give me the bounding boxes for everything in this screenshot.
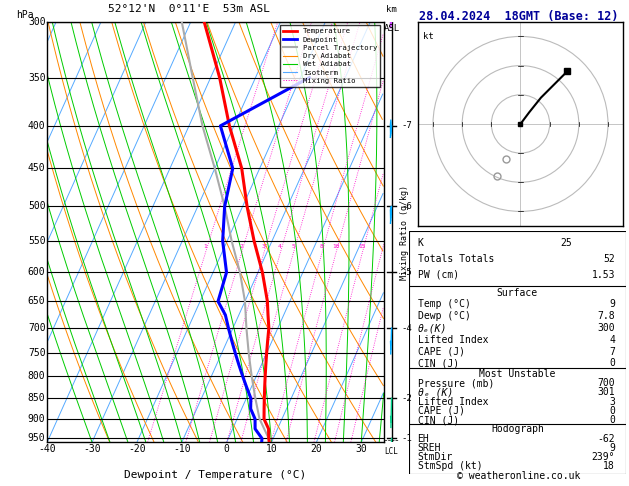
Text: -10: -10 bbox=[173, 444, 191, 454]
Text: 600: 600 bbox=[28, 267, 45, 278]
Text: K: K bbox=[418, 238, 423, 248]
Text: 750: 750 bbox=[28, 348, 45, 358]
Text: 52°12'N  0°11'E  53m ASL: 52°12'N 0°11'E 53m ASL bbox=[108, 4, 269, 14]
Text: Dewpoint / Temperature (°C): Dewpoint / Temperature (°C) bbox=[125, 469, 306, 480]
Text: CAPE (J): CAPE (J) bbox=[418, 406, 465, 416]
Text: Temp (°C): Temp (°C) bbox=[418, 299, 470, 310]
Text: Totals Totals: Totals Totals bbox=[418, 254, 494, 264]
Text: 7.8: 7.8 bbox=[598, 311, 615, 321]
Text: 20: 20 bbox=[311, 444, 322, 454]
Text: 5: 5 bbox=[291, 244, 295, 249]
Text: 350: 350 bbox=[28, 72, 45, 83]
Text: Most Unstable: Most Unstable bbox=[479, 369, 555, 379]
Text: 15: 15 bbox=[359, 244, 366, 249]
Text: 0: 0 bbox=[609, 416, 615, 425]
Text: 18: 18 bbox=[603, 461, 615, 471]
Text: Dewp (°C): Dewp (°C) bbox=[418, 311, 470, 321]
Text: CIN (J): CIN (J) bbox=[418, 358, 459, 368]
Text: 800: 800 bbox=[28, 371, 45, 382]
Text: 700: 700 bbox=[598, 378, 615, 388]
Text: -5: -5 bbox=[401, 268, 412, 277]
Text: 25: 25 bbox=[560, 238, 572, 248]
Text: Mixing Ratio (g/kg): Mixing Ratio (g/kg) bbox=[399, 185, 409, 279]
Text: 450: 450 bbox=[28, 163, 45, 174]
Text: 550: 550 bbox=[28, 236, 45, 246]
Text: 0: 0 bbox=[609, 406, 615, 416]
Text: 4: 4 bbox=[609, 335, 615, 345]
Text: 850: 850 bbox=[28, 393, 45, 403]
Text: 500: 500 bbox=[28, 202, 45, 211]
Text: CIN (J): CIN (J) bbox=[418, 416, 459, 425]
Text: 2: 2 bbox=[240, 244, 243, 249]
Text: -20: -20 bbox=[128, 444, 146, 454]
Text: -2: -2 bbox=[401, 394, 412, 403]
Text: -4: -4 bbox=[401, 324, 412, 332]
Text: Lifted Index: Lifted Index bbox=[418, 397, 488, 407]
Text: 900: 900 bbox=[28, 414, 45, 424]
Text: kt: kt bbox=[423, 32, 433, 41]
Text: 8: 8 bbox=[320, 244, 323, 249]
Text: 30: 30 bbox=[355, 444, 367, 454]
Text: StmSpd (kt): StmSpd (kt) bbox=[418, 461, 482, 471]
Text: 239°: 239° bbox=[591, 451, 615, 462]
Text: © weatheronline.co.uk: © weatheronline.co.uk bbox=[457, 471, 581, 481]
Text: ASL: ASL bbox=[384, 24, 399, 33]
Text: 0: 0 bbox=[224, 444, 230, 454]
Text: 28.04.2024  18GMT (Base: 12): 28.04.2024 18GMT (Base: 12) bbox=[419, 10, 619, 23]
Text: hPa: hPa bbox=[16, 10, 34, 20]
Text: -1: -1 bbox=[401, 434, 412, 443]
Text: Surface: Surface bbox=[497, 288, 538, 297]
Text: 650: 650 bbox=[28, 296, 45, 306]
Text: 301: 301 bbox=[598, 387, 615, 398]
Text: Pressure (mb): Pressure (mb) bbox=[418, 378, 494, 388]
Text: 10: 10 bbox=[265, 444, 277, 454]
Text: 4: 4 bbox=[278, 244, 282, 249]
Text: 7: 7 bbox=[609, 347, 615, 357]
Text: 1: 1 bbox=[203, 244, 207, 249]
Text: 52: 52 bbox=[603, 254, 615, 264]
Text: -30: -30 bbox=[83, 444, 101, 454]
Text: -40: -40 bbox=[38, 444, 56, 454]
Text: 700: 700 bbox=[28, 323, 45, 333]
Text: 400: 400 bbox=[28, 121, 45, 131]
Text: 10: 10 bbox=[332, 244, 340, 249]
Text: km: km bbox=[386, 5, 397, 14]
Text: PW (cm): PW (cm) bbox=[418, 270, 459, 279]
Text: StmDir: StmDir bbox=[418, 451, 453, 462]
Text: CAPE (J): CAPE (J) bbox=[418, 347, 465, 357]
Text: 9: 9 bbox=[609, 443, 615, 452]
Text: 950: 950 bbox=[28, 434, 45, 444]
Legend: Temperature, Dewpoint, Parcel Trajectory, Dry Adiabat, Wet Adiabat, Isotherm, Mi: Temperature, Dewpoint, Parcel Trajectory… bbox=[280, 25, 380, 87]
Text: 3: 3 bbox=[262, 244, 265, 249]
Text: SREH: SREH bbox=[418, 443, 441, 452]
Text: 300: 300 bbox=[28, 17, 45, 27]
Text: θₑ (K): θₑ (K) bbox=[418, 387, 453, 398]
Text: 300: 300 bbox=[598, 323, 615, 333]
Text: 1.53: 1.53 bbox=[591, 270, 615, 279]
Text: LCL: LCL bbox=[384, 447, 399, 456]
Text: -7: -7 bbox=[401, 122, 412, 130]
Text: Lifted Index: Lifted Index bbox=[418, 335, 488, 345]
Text: 0: 0 bbox=[609, 358, 615, 368]
Text: -6: -6 bbox=[401, 202, 412, 211]
Text: Hodograph: Hodograph bbox=[491, 424, 544, 434]
Text: -62: -62 bbox=[598, 434, 615, 444]
Text: EH: EH bbox=[418, 434, 429, 444]
Text: 3: 3 bbox=[609, 397, 615, 407]
Text: 9: 9 bbox=[609, 299, 615, 310]
Text: θₑ(K): θₑ(K) bbox=[418, 323, 447, 333]
